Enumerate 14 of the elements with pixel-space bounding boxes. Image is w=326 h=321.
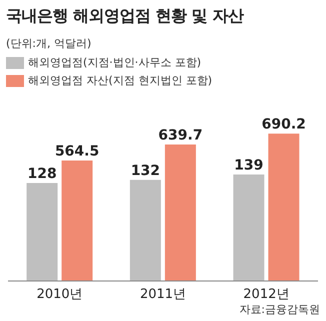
data-label: 564.5 (54, 144, 100, 160)
x-tick-label: 2011년 (140, 287, 186, 302)
x-tick-label: 2012년 (243, 287, 290, 302)
legend-label: 해외영업점 자산(지점 현지법인 포함) (28, 73, 212, 88)
x-tick-label: 2010년 (36, 287, 83, 302)
data-label: 132 (130, 162, 160, 179)
chart-subtitle: (단위:개, 억달러) (6, 36, 92, 51)
data-label: 139 (234, 158, 264, 174)
data-label: 639.7 (158, 127, 203, 144)
text: 자료:금융감독원 (239, 302, 320, 317)
legend-label: 해외영업점(지점·법인·사무소 포함) (28, 55, 202, 70)
data-label: 128 (27, 166, 57, 182)
data-label: 690.2 (262, 116, 306, 133)
chart-title: 국내은행 해외영업점 현황 및 자산 (6, 6, 244, 27)
